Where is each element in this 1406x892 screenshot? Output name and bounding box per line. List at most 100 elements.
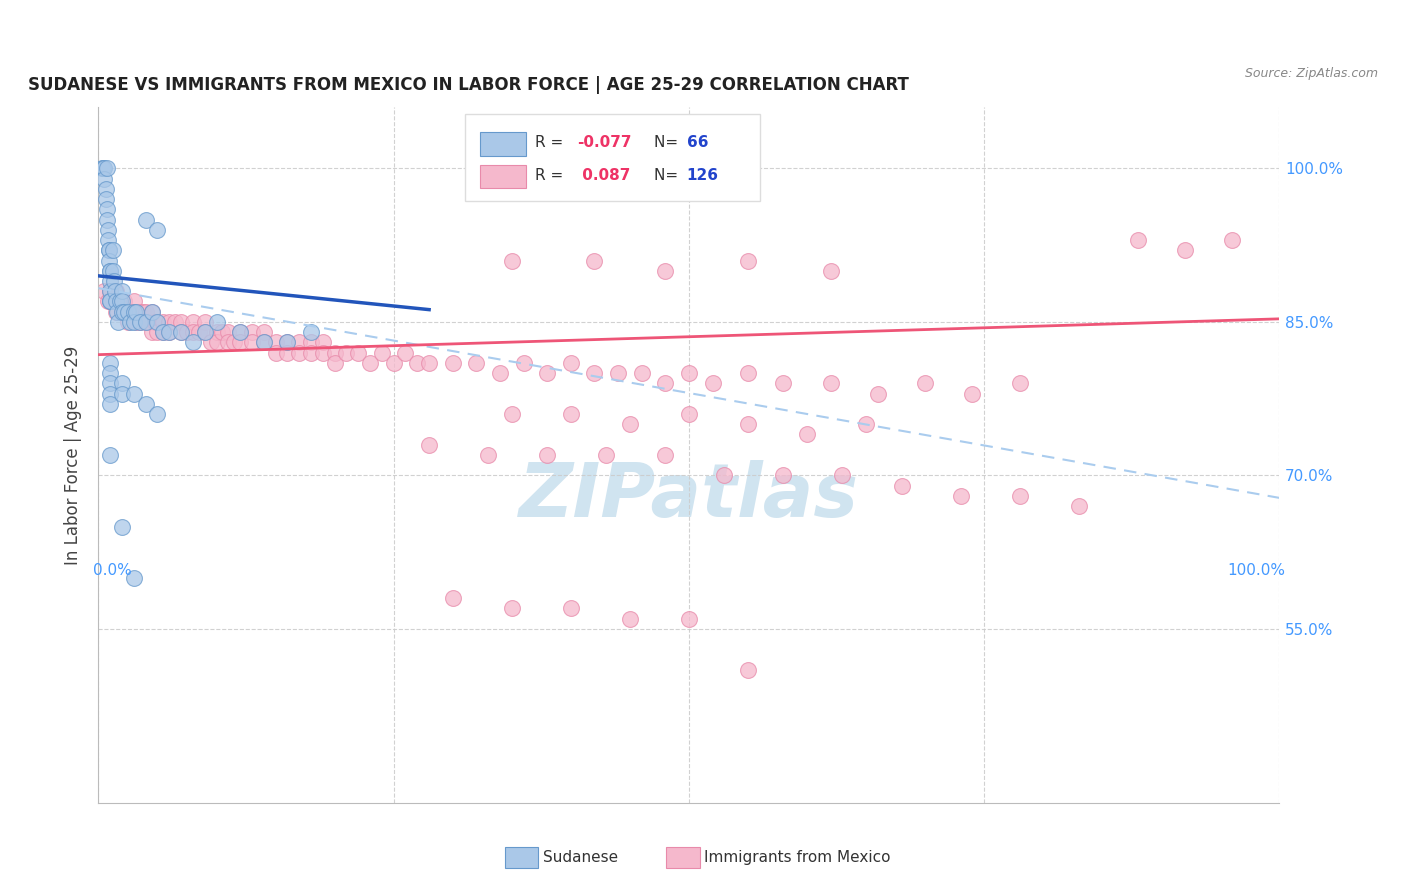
Point [103, 274, 125, 288]
Point [1126, 233, 1149, 247]
Point [98, 294, 121, 309]
Point [157, 315, 180, 329]
Point [288, 335, 311, 350]
Point [347, 345, 370, 359]
Point [253, 325, 276, 339]
FancyBboxPatch shape [464, 114, 759, 201]
Point [194, 325, 217, 339]
Point [299, 345, 322, 359]
Point [583, 253, 606, 268]
Point [205, 325, 228, 339]
Point [98, 244, 121, 258]
Point [93, 161, 115, 176]
Point [98, 284, 121, 298]
Text: 66: 66 [686, 135, 709, 150]
Point [205, 315, 228, 329]
Point [312, 345, 335, 359]
Point [737, 253, 759, 268]
Point [122, 304, 145, 318]
Point [914, 376, 936, 391]
Point [654, 264, 676, 278]
Point [170, 315, 193, 329]
Point [125, 315, 148, 329]
Point [105, 294, 128, 309]
Text: 0.087: 0.087 [576, 168, 630, 183]
Point [181, 335, 204, 350]
Point [152, 325, 174, 339]
Point [772, 376, 794, 391]
Point [465, 356, 488, 370]
Point [128, 315, 150, 329]
Point [117, 315, 139, 329]
Point [98, 284, 121, 298]
Point [157, 325, 180, 339]
Point [143, 315, 166, 329]
Point [187, 325, 209, 339]
Point [152, 315, 174, 329]
Point [240, 325, 263, 339]
Point [264, 345, 287, 359]
Point [128, 304, 150, 318]
Point [97, 294, 120, 309]
Point [1008, 489, 1031, 503]
Point [146, 223, 169, 237]
Point [323, 356, 346, 370]
Point [607, 366, 630, 380]
Point [122, 386, 145, 401]
Point [111, 294, 134, 309]
Point [120, 315, 142, 329]
Point [141, 304, 163, 318]
Point [820, 376, 842, 391]
Point [98, 294, 121, 309]
Point [1220, 233, 1243, 247]
Point [501, 601, 523, 615]
Point [146, 407, 169, 421]
Point [253, 335, 276, 350]
Point [117, 304, 139, 318]
Point [831, 468, 853, 483]
Point [678, 366, 700, 380]
Point [111, 294, 134, 309]
Point [477, 448, 499, 462]
Point [229, 325, 252, 339]
Point [105, 304, 128, 318]
Point [112, 304, 135, 318]
Point [406, 356, 429, 370]
Text: SUDANESE VS IMMIGRANTS FROM MEXICO IN LABOR FORCE | AGE 25-29 CORRELATION CHART: SUDANESE VS IMMIGRANTS FROM MEXICO IN LA… [28, 77, 908, 95]
Point [501, 407, 523, 421]
Point [121, 304, 143, 318]
Point [98, 294, 121, 309]
Point [583, 366, 606, 380]
Point [264, 335, 287, 350]
Point [866, 386, 889, 401]
Point [678, 612, 700, 626]
Point [654, 376, 676, 391]
Point [217, 325, 239, 339]
Point [107, 315, 129, 329]
FancyBboxPatch shape [479, 165, 526, 188]
Point [512, 356, 534, 370]
Point [125, 304, 148, 318]
Point [105, 304, 128, 318]
Point [501, 253, 523, 268]
Point [371, 345, 394, 359]
Point [194, 315, 217, 329]
Text: R =: R = [536, 168, 568, 183]
Point [713, 468, 735, 483]
Point [165, 315, 187, 329]
Point [97, 233, 120, 247]
Point [323, 345, 346, 359]
Point [96, 212, 118, 227]
Text: 100.0%: 100.0% [1227, 563, 1285, 578]
Text: Sudanese: Sudanese [543, 850, 617, 864]
Point [489, 366, 512, 380]
Point [135, 397, 157, 411]
Point [96, 202, 118, 217]
Text: Source: ZipAtlas.com: Source: ZipAtlas.com [1244, 67, 1378, 80]
Point [94, 192, 117, 206]
Point [276, 335, 298, 350]
Point [152, 325, 174, 339]
Text: ZIPatlas: ZIPatlas [519, 460, 859, 533]
Point [111, 376, 134, 391]
Point [93, 171, 115, 186]
